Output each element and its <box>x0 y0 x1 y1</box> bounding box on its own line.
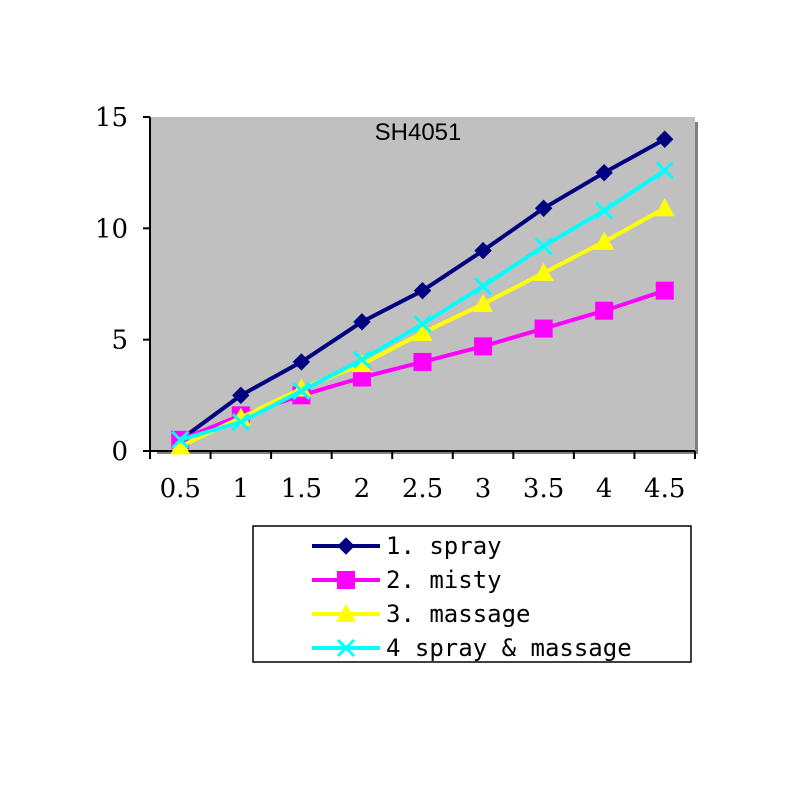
y-axis-ticks: 0 5 10 15 <box>95 103 150 467</box>
y-tick-label: 15 <box>95 103 128 133</box>
data-point-marker <box>412 322 433 341</box>
legend: 1. spray 2. misty 3. massage 4 spray & mass… <box>312 532 632 662</box>
x-tick-label: 1 <box>233 474 250 504</box>
data-point-marker <box>655 161 674 180</box>
series-layer <box>170 130 675 455</box>
data-point-marker <box>473 277 493 296</box>
legend-marker <box>336 604 356 622</box>
legend-item: 4 spray & massage <box>312 634 632 662</box>
data-point-marker <box>474 241 492 260</box>
chart-title: SH4051 <box>375 119 462 146</box>
legend-marker <box>336 638 356 658</box>
x-tick-label: 2 <box>354 474 371 504</box>
data-point-marker <box>231 412 250 432</box>
data-point-marker <box>170 436 191 455</box>
data-point-marker <box>595 301 614 320</box>
data-point-marker <box>534 237 553 256</box>
data-point-marker <box>474 337 493 356</box>
legend-item: 2. misty <box>312 566 502 594</box>
series-4 <box>171 161 674 449</box>
x-tick-label: 3.5 <box>523 474 564 504</box>
data-point-marker <box>656 130 674 148</box>
x-tick-label: 3 <box>475 474 492 504</box>
data-point-marker <box>232 386 250 405</box>
x-tick-label: 2.5 <box>402 474 443 504</box>
data-point-marker <box>171 430 190 449</box>
data-point-marker <box>534 199 553 218</box>
data-point-marker <box>351 354 372 373</box>
data-point-marker <box>352 350 372 369</box>
x-tick-label: 4.5 <box>644 474 685 504</box>
legend-box <box>252 525 692 663</box>
x-tick-label: 1.5 <box>281 474 322 504</box>
data-point-marker <box>654 198 675 217</box>
data-point-marker <box>292 353 311 371</box>
x-tick-label: 4 <box>596 474 613 504</box>
data-point-marker <box>534 319 553 338</box>
data-point-marker <box>473 294 494 313</box>
legend-marker <box>337 571 355 589</box>
data-point-marker <box>413 352 432 371</box>
data-point-marker <box>353 313 371 331</box>
y-tick-label: 0 <box>111 437 128 467</box>
y-tick-label: 5 <box>111 326 128 356</box>
data-point-marker <box>413 315 432 334</box>
legend-marker <box>337 537 355 555</box>
legend-label: 4 spray & massage <box>386 634 632 662</box>
x-tick-label: 0.5 <box>160 474 201 504</box>
data-point-marker <box>595 163 613 182</box>
data-point-marker <box>595 201 614 220</box>
data-point-marker <box>533 262 554 281</box>
y-tick-label: 10 <box>95 214 128 244</box>
data-point-marker <box>292 381 311 400</box>
data-point-marker <box>352 368 371 387</box>
legend-label: 1. spray <box>386 532 502 560</box>
legend-label: 3. massage <box>386 600 531 628</box>
series-3 <box>170 198 675 455</box>
legend-item: 3. massage <box>312 600 531 628</box>
legend-item: 1. spray <box>312 532 502 560</box>
data-point-marker <box>413 281 432 300</box>
x-axis-ticks: 0.5 1 1.5 2 2.5 3 3.5 4 4.5 <box>149 451 696 504</box>
legend-label: 2. misty <box>386 566 502 594</box>
data-point-marker <box>594 231 615 250</box>
data-point-marker <box>655 281 674 300</box>
